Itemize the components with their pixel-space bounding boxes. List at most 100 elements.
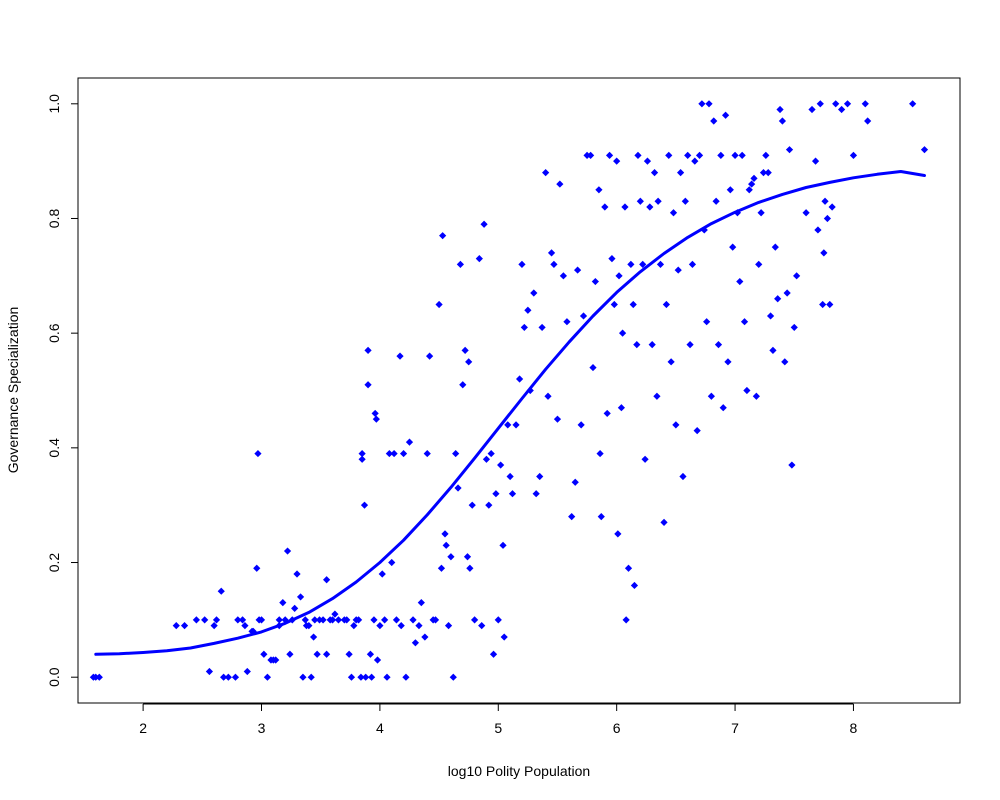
data-point (719, 404, 727, 412)
data-point (231, 673, 240, 681)
data-point (643, 157, 652, 165)
data-point (241, 621, 249, 630)
data-point (769, 346, 777, 354)
data-point (621, 203, 629, 211)
y-tick-label: 0.2 (46, 553, 62, 573)
data-point (538, 323, 546, 332)
data-point (778, 117, 787, 125)
data-point (512, 421, 520, 429)
data-point (669, 209, 678, 217)
data-point (260, 650, 268, 658)
data-point (309, 633, 318, 641)
y-axis-title: Governance Specialization (5, 307, 21, 474)
data-point (383, 673, 391, 681)
data-point (790, 323, 798, 332)
y-axis: 0.0 0.2 0.4 0.6 0.8 1.0 (46, 94, 79, 687)
data-point (441, 530, 449, 538)
data-point (518, 260, 526, 268)
data-point (721, 111, 730, 119)
data-point (524, 306, 532, 314)
data-point (447, 553, 455, 561)
data-point (328, 616, 337, 624)
data-point (686, 341, 694, 349)
data-points (89, 100, 929, 681)
data-point (500, 633, 508, 641)
data-point (423, 449, 431, 458)
plot-frame (77, 77, 961, 704)
data-point (530, 289, 538, 297)
data-point (714, 341, 723, 349)
data-point (437, 564, 446, 572)
data-point (589, 363, 597, 372)
data-point (397, 621, 405, 630)
data-point (358, 449, 366, 458)
data-point (832, 100, 840, 108)
data-point (726, 186, 734, 194)
data-point (703, 318, 711, 326)
data-point (234, 616, 242, 624)
data-point (828, 203, 836, 211)
data-point (482, 455, 491, 463)
data-point (358, 455, 366, 463)
data-point (617, 404, 626, 412)
data-point (331, 610, 339, 618)
data-point (180, 621, 189, 630)
data-point (629, 300, 637, 309)
fit-line-group (94, 170, 926, 656)
data-point (610, 300, 618, 309)
data-point (788, 461, 796, 469)
data-point (667, 358, 675, 366)
data-point (674, 266, 682, 274)
data-point (819, 300, 827, 309)
data-point (444, 621, 453, 630)
data-point (618, 329, 627, 337)
data-point (319, 616, 327, 624)
data-point (388, 558, 396, 567)
data-point (764, 169, 772, 177)
data-point (587, 151, 595, 160)
data-point (452, 449, 460, 458)
data-point (707, 392, 715, 400)
data-point (390, 449, 398, 458)
data-point (494, 616, 502, 624)
data-point (783, 289, 791, 297)
data-point (677, 169, 685, 177)
data-point (402, 673, 410, 681)
data-point (648, 341, 656, 349)
data-point (372, 415, 380, 423)
data-point (608, 255, 616, 263)
data-point (504, 421, 512, 429)
data-point (603, 409, 611, 418)
data-point (571, 478, 579, 486)
data-point (415, 621, 423, 630)
data-point (693, 427, 701, 435)
data-point (508, 490, 517, 498)
y-tick-label: 0.6 (46, 323, 62, 343)
data-point (373, 656, 382, 664)
data-point (459, 381, 467, 389)
data-point (634, 151, 642, 160)
data-point (515, 375, 524, 383)
x-tick-label: 7 (731, 720, 739, 736)
data-point (736, 277, 744, 286)
data-point (556, 180, 564, 188)
data-point (399, 449, 408, 458)
data-point (323, 576, 331, 584)
data-point (220, 673, 228, 681)
data-point (411, 639, 420, 647)
data-point (843, 100, 852, 108)
x-axis-title: log10 Polity Population (448, 763, 590, 779)
data-point (633, 341, 641, 349)
data-point (283, 547, 292, 555)
data-point (471, 616, 479, 624)
data-point (480, 220, 488, 228)
fit-curve (94, 170, 926, 656)
data-point (861, 100, 869, 108)
data-point (431, 616, 440, 624)
data-point (343, 616, 351, 624)
data-point (465, 358, 473, 366)
data-point (385, 449, 393, 458)
data-point (381, 616, 389, 624)
data-point (487, 449, 495, 458)
data-point (243, 667, 251, 676)
